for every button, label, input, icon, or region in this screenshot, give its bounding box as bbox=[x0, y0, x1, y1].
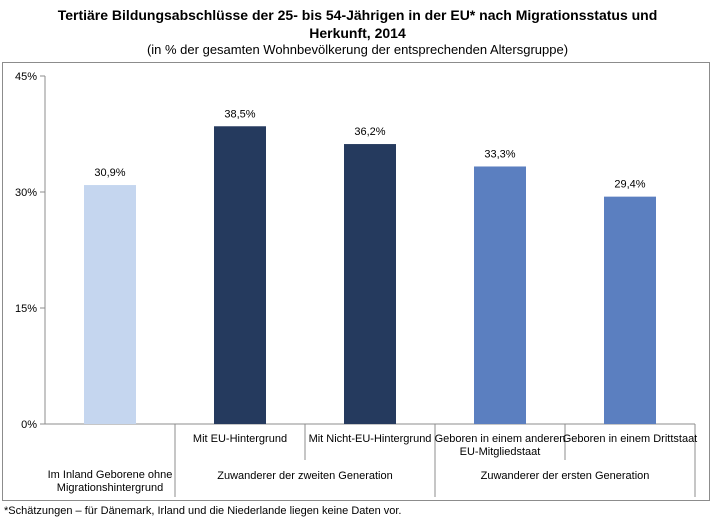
category-label-4: EU-Mitgliedstaat bbox=[460, 446, 541, 458]
y-tick-label: 30% bbox=[15, 187, 37, 199]
chart-frame bbox=[2, 62, 710, 501]
bar-2 bbox=[214, 126, 266, 425]
group-label-1: Im Inland Geborene ohne bbox=[48, 469, 173, 481]
chart-title-line-2: Herkunft, 2014 bbox=[309, 25, 406, 41]
group-label-3: Zuwanderer der ersten Generation bbox=[481, 470, 650, 482]
bar-4 bbox=[474, 166, 526, 425]
data-label-4: 33,3% bbox=[484, 148, 515, 160]
chart-subtitle: (in % der gesamten Wohnbevölkerung der e… bbox=[146, 42, 569, 57]
y-tick-label: 0% bbox=[21, 419, 37, 431]
bar-3 bbox=[344, 144, 396, 424]
data-label-5: 29,4% bbox=[614, 179, 645, 191]
data-label-2: 38,5% bbox=[224, 108, 255, 120]
group-label-2: Zuwanderer der zweiten Generation bbox=[217, 470, 392, 482]
bar-5 bbox=[604, 196, 656, 424]
category-label-3: Mit Nicht-EU-Hintergrund bbox=[309, 433, 432, 445]
y-tick-label: 15% bbox=[15, 303, 37, 315]
data-label-3: 36,2% bbox=[354, 126, 385, 138]
category-label-4: Geboren in einem anderen bbox=[435, 433, 566, 445]
y-tick-label: 45% bbox=[15, 71, 37, 83]
category-label-5: Geboren in einem Drittstaat bbox=[563, 433, 698, 445]
group-label-1: Migrationshintergrund bbox=[57, 482, 163, 494]
chart-title: Tertiäre Bildungsabschlüsse der 25- bis … bbox=[0, 6, 715, 42]
chart-title-line-1: Tertiäre Bildungsabschlüsse der 25- bis … bbox=[57, 7, 658, 23]
category-label-2: Mit EU-Hintergrund bbox=[193, 433, 287, 445]
data-label-1: 30,9% bbox=[94, 167, 125, 179]
bar-1 bbox=[84, 185, 136, 424]
footnote: *Schätzungen – für Dänemark, Irland und … bbox=[4, 505, 402, 517]
